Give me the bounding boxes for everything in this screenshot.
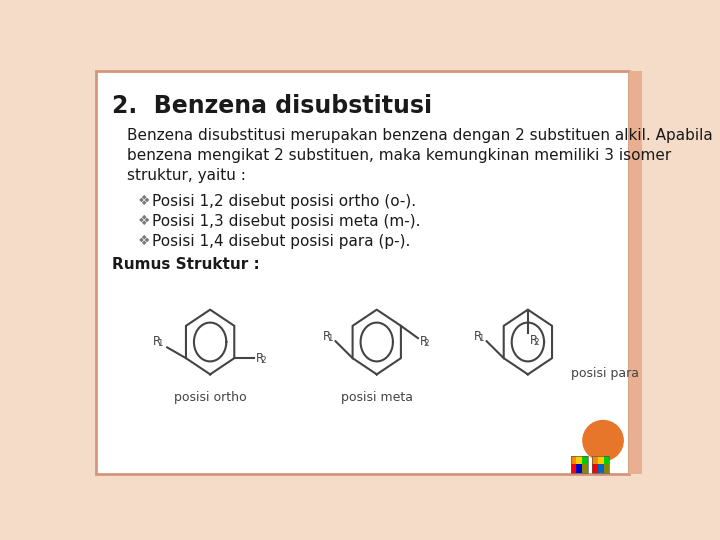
FancyBboxPatch shape	[629, 71, 642, 475]
Bar	[593, 456, 609, 473]
Bar	[598, 464, 603, 473]
Text: 1: 1	[479, 334, 484, 343]
Text: R: R	[474, 330, 482, 343]
Text: R: R	[153, 335, 161, 348]
Bar	[603, 464, 609, 473]
Bar	[570, 456, 576, 464]
Text: struktur, yaitu :: struktur, yaitu :	[127, 168, 246, 183]
Text: ❖: ❖	[138, 234, 150, 248]
Text: 1: 1	[158, 339, 163, 348]
Text: Posisi 1,2 disebut posisi ortho (o-).: Posisi 1,2 disebut posisi ortho (o-).	[152, 194, 416, 209]
Bar	[576, 456, 582, 464]
Text: 2: 2	[260, 356, 266, 364]
Text: posisi para: posisi para	[571, 367, 639, 380]
Text: 1: 1	[328, 334, 333, 343]
Text: Posisi 1,4 disebut posisi para (p-).: Posisi 1,4 disebut posisi para (p-).	[152, 234, 410, 249]
Bar	[576, 464, 582, 473]
Bar	[598, 456, 603, 464]
Bar	[582, 456, 588, 464]
Bar	[593, 464, 598, 473]
FancyBboxPatch shape	[96, 71, 629, 475]
Bar	[582, 464, 588, 473]
Bar	[570, 464, 576, 473]
Text: Benzena disubstitusi merupakan benzena dengan 2 substituen alkil. Apabila: Benzena disubstitusi merupakan benzena d…	[127, 128, 713, 143]
Text: R: R	[256, 352, 264, 365]
Text: R: R	[420, 335, 428, 348]
Text: benzena mengikat 2 substituen, maka kemungkinan memiliki 3 isomer: benzena mengikat 2 substituen, maka kemu…	[127, 148, 672, 163]
Text: R: R	[323, 330, 331, 343]
Text: ❖: ❖	[138, 194, 150, 208]
Text: Posisi 1,3 disebut posisi meta (m-).: Posisi 1,3 disebut posisi meta (m-).	[152, 214, 420, 229]
Text: 2: 2	[534, 338, 539, 347]
Circle shape	[583, 421, 624, 461]
Text: R: R	[529, 334, 538, 347]
Bar	[593, 456, 598, 464]
Bar	[603, 456, 609, 464]
Text: posisi ortho: posisi ortho	[174, 392, 246, 404]
Text: posisi meta: posisi meta	[341, 392, 413, 404]
Text: 2: 2	[424, 339, 429, 348]
Text: Rumus Struktur :: Rumus Struktur :	[112, 257, 259, 272]
Text: 2.  Benzena disubstitusi: 2. Benzena disubstitusi	[112, 94, 432, 118]
Text: ❖: ❖	[138, 214, 150, 228]
Bar	[570, 456, 588, 473]
